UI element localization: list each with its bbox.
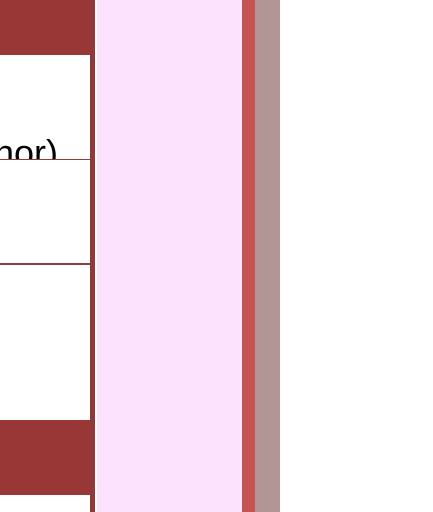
table-row[interactable] — [0, 265, 90, 420]
row-divider — [0, 263, 90, 266]
table-panel: nor) — [0, 0, 95, 512]
scrollbar-shadow — [255, 0, 280, 512]
table-row[interactable]: nor) — [0, 55, 90, 173]
blank-area — [280, 0, 433, 512]
section-header — [0, 420, 95, 495]
scrollbar-track[interactable] — [242, 0, 255, 512]
table-row[interactable] — [0, 495, 90, 512]
side-panel — [97, 0, 242, 512]
table-header — [0, 0, 95, 55]
table-row[interactable] — [0, 160, 90, 265]
